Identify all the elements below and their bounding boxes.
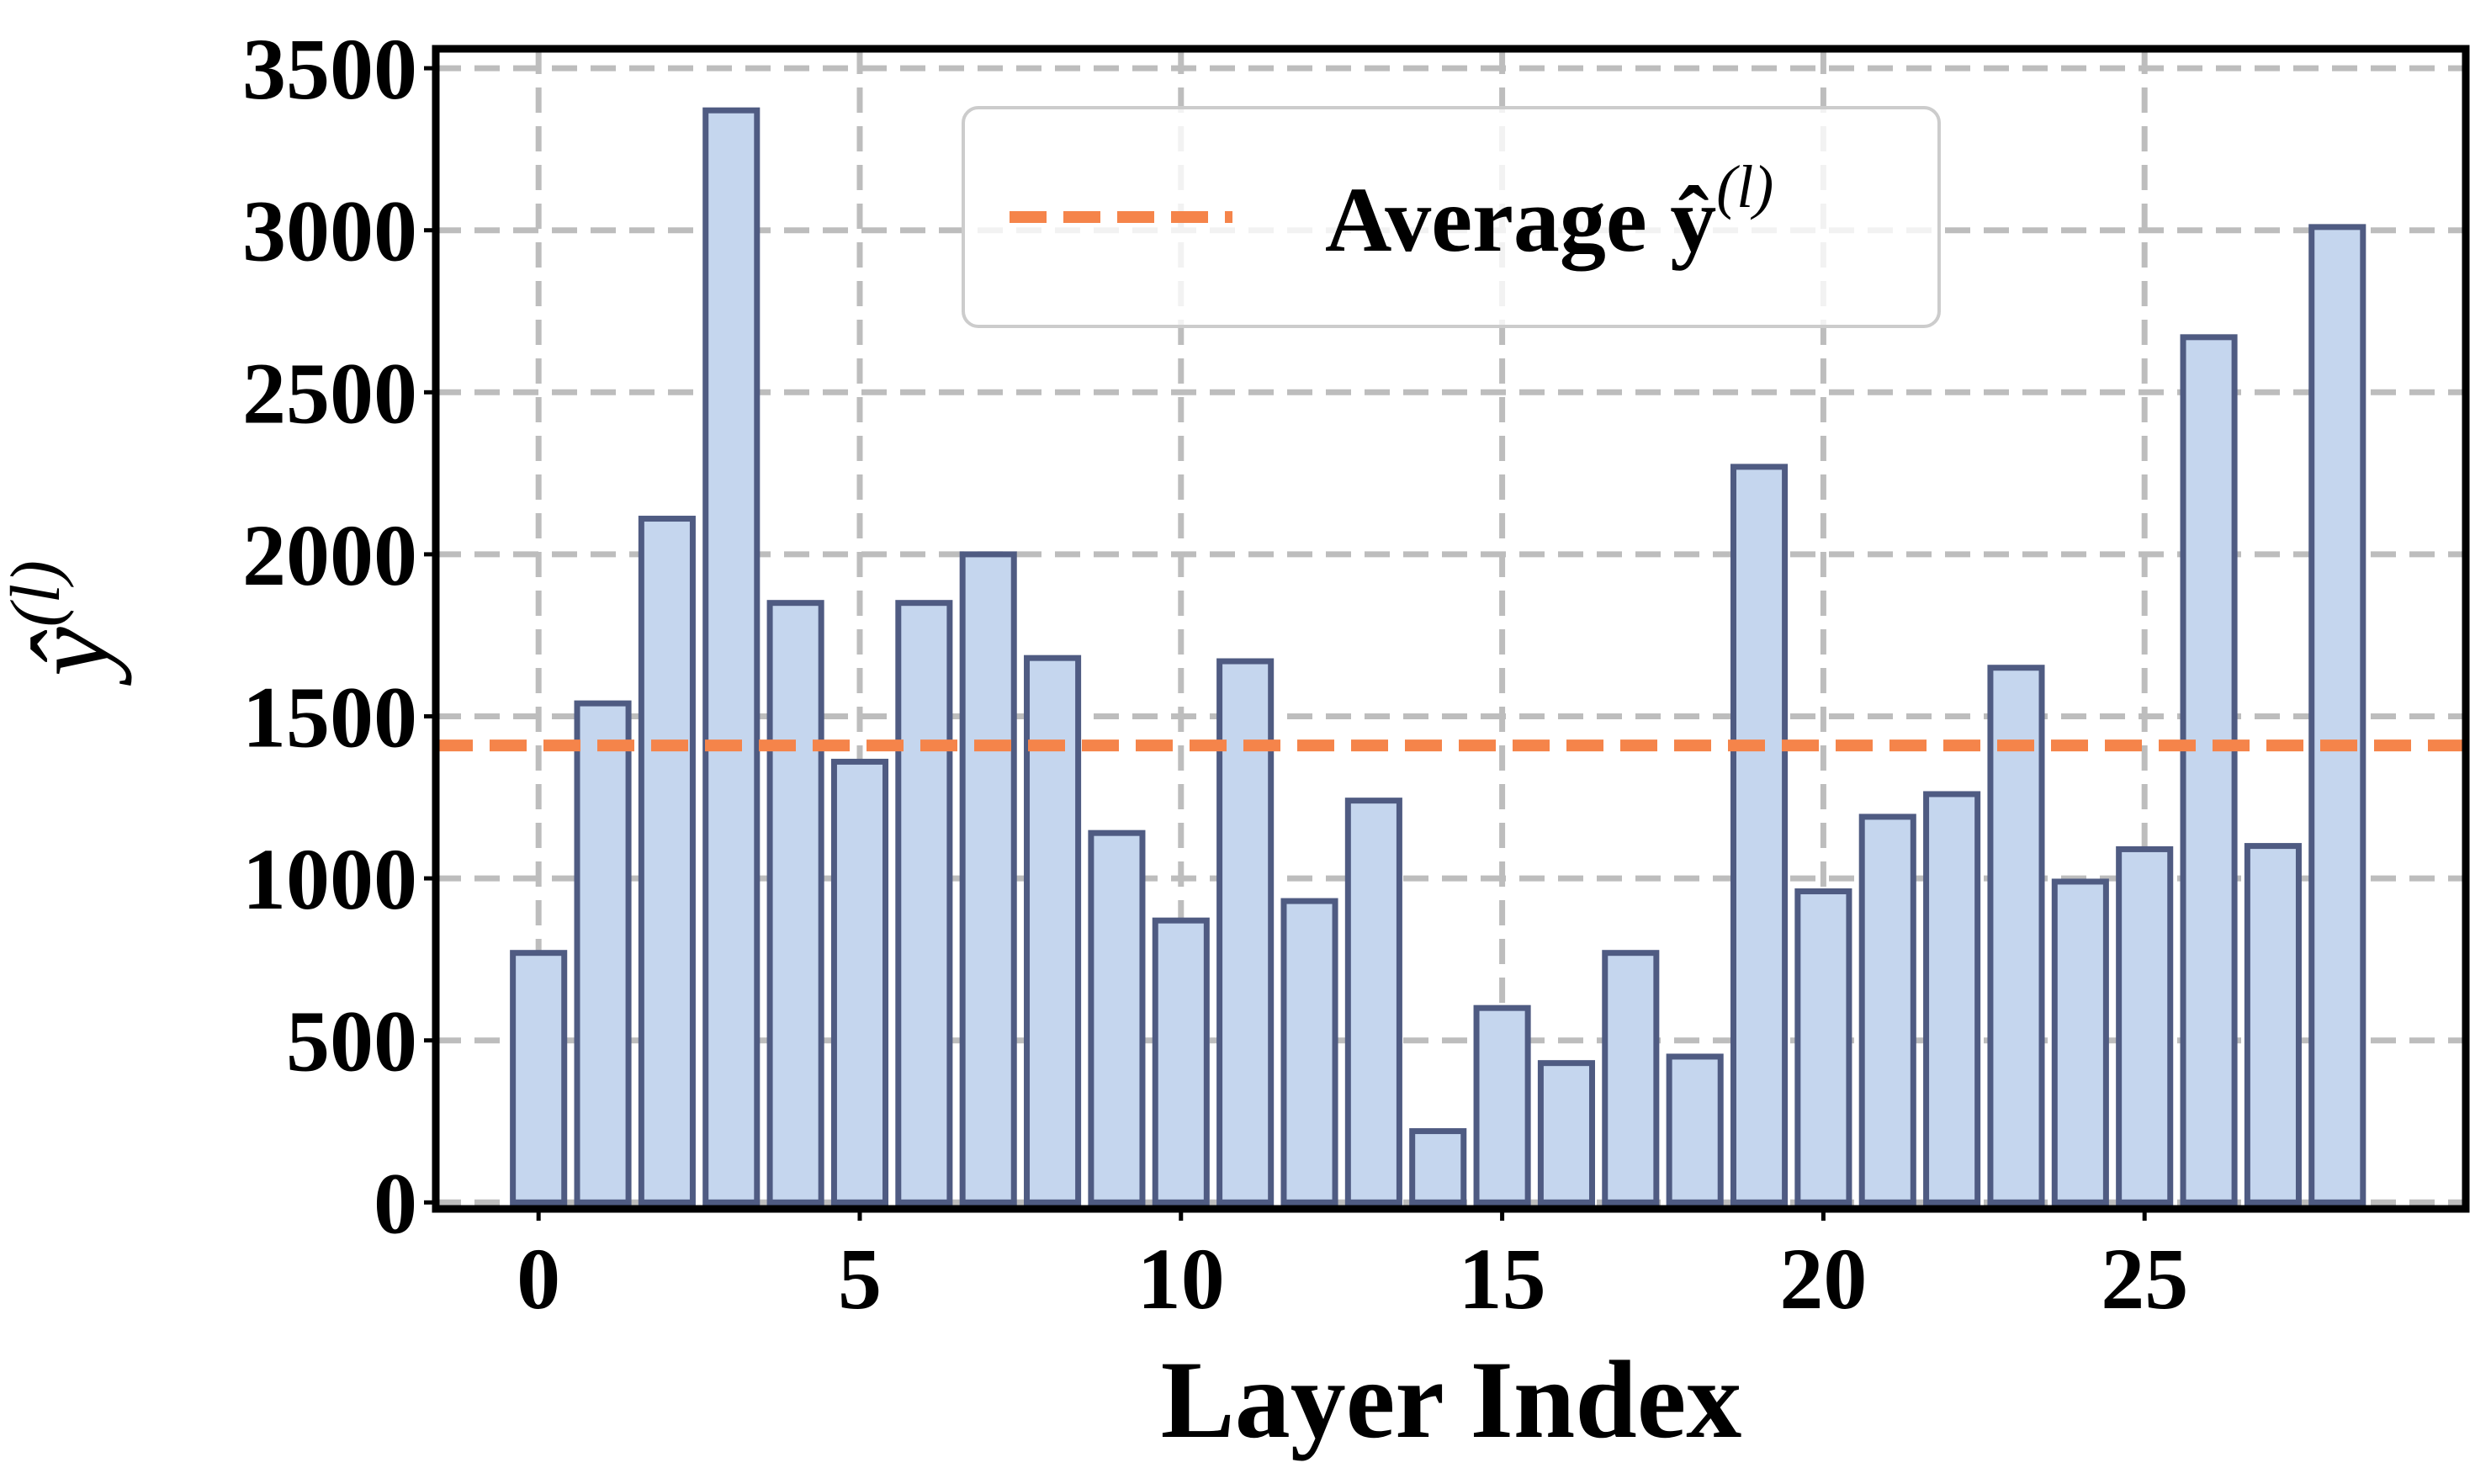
plot-frame <box>432 45 2470 1213</box>
y-axis-title-base: ŷ <box>8 627 132 686</box>
bar-layer-24 <box>2051 878 2109 1206</box>
bar-layer-2 <box>638 516 696 1206</box>
bar-layer-1 <box>574 700 632 1206</box>
legend-box <box>962 106 1941 328</box>
y-tick-label-1000: 1000 <box>242 831 417 928</box>
bar-layer-18 <box>1666 1053 1724 1206</box>
bar-layer-20 <box>1794 888 1852 1206</box>
legend-average-superscript: (l) <box>1716 153 1773 220</box>
y-tick-label-500: 500 <box>286 994 417 1090</box>
y-tick-label-1500: 1500 <box>242 670 417 766</box>
bar-layer-7 <box>959 551 1017 1206</box>
x-tick-label-5: 5 <box>838 1231 882 1328</box>
bar-layer-25 <box>2116 845 2174 1206</box>
bar-layer-14 <box>1409 1128 1467 1206</box>
y-tick-label-2500: 2500 <box>242 345 417 442</box>
bar-layer-22 <box>1923 791 1981 1206</box>
bar-layer-23 <box>1987 665 2045 1206</box>
bar-layer-12 <box>1280 898 1338 1206</box>
bars <box>510 107 2366 1206</box>
bar-layer-5 <box>830 758 889 1206</box>
bar-layer-4 <box>766 600 824 1206</box>
bar-layer-16 <box>1537 1060 1595 1206</box>
bar-layer-27 <box>2244 843 2302 1206</box>
bar-layer-21 <box>1858 814 1916 1206</box>
bar-layer-10 <box>1152 917 1210 1206</box>
bar-layer-15 <box>1473 1004 1531 1206</box>
legend-average-base: Average ŷ <box>1325 168 1716 271</box>
bar-layer-11 <box>1216 658 1275 1206</box>
bar-layer-3 <box>702 107 761 1206</box>
x-tick-label-20: 20 <box>1779 1231 1867 1328</box>
bar-layer-19 <box>1730 464 1789 1206</box>
bar-layer-9 <box>1088 829 1146 1206</box>
bar-layer-17 <box>1602 950 1660 1206</box>
x-tick-label-10: 10 <box>1137 1231 1225 1328</box>
bar-layer-0 <box>510 950 568 1206</box>
y-tick-label-0: 0 <box>374 1155 417 1252</box>
legend: Average ŷ(l) <box>962 106 1941 328</box>
y-axis-title: ŷ(l) <box>0 560 132 686</box>
bar-layer-6 <box>895 600 953 1206</box>
x-tick-label-15: 15 <box>1459 1231 1546 1328</box>
y-tick-label-2000: 2000 <box>242 507 417 604</box>
axis-ticks: 0 500 1000 1500 2000 2500 3000 3500 0 5 10 15 20 25 <box>242 21 2188 1328</box>
x-tick-label-0: 0 <box>517 1231 560 1328</box>
y-tick-label-3000: 3000 <box>242 183 417 280</box>
y-axis-title-superscript: (l) <box>0 560 75 627</box>
y-tick-label-3500: 3500 <box>242 21 417 118</box>
bar-layer-28 <box>2308 224 2366 1206</box>
legend-average-label: Average ŷ(l) <box>1325 153 1773 271</box>
bar-layer-13 <box>1344 798 1402 1206</box>
bar-layer-26 <box>2180 334 2238 1206</box>
svg-text:ŷ(l): ŷ(l) <box>0 560 132 686</box>
x-axis-title: Layer Index <box>1161 1338 1742 1461</box>
x-tick-label-25: 25 <box>2101 1231 2188 1328</box>
